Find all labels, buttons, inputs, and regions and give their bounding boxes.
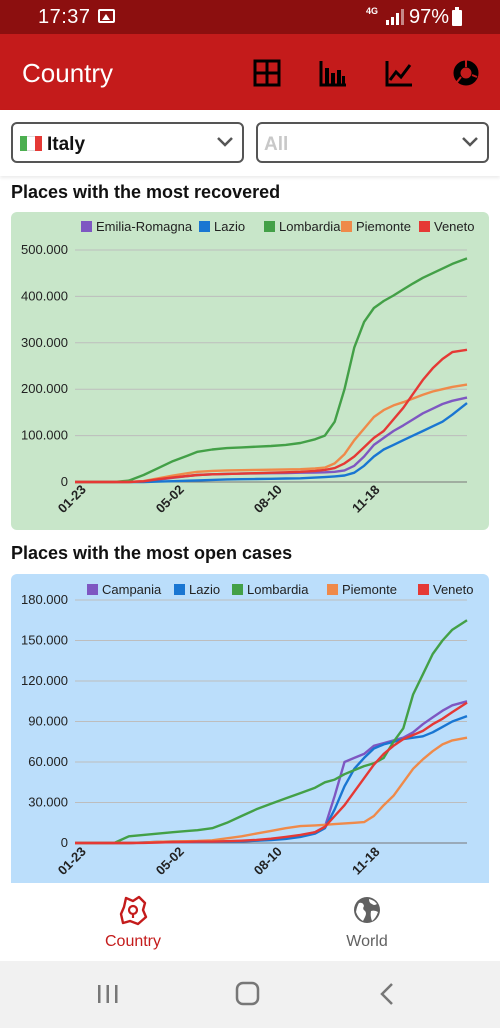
series-line-veneto [75,348,468,484]
nav-country[interactable]: Country [8,883,258,961]
legend-swatch [264,221,275,232]
country-map-icon [119,895,148,926]
chart-background [11,212,489,530]
recovered-section-title: Places with the most recovered [11,182,281,202]
bottom-navigation: Country World [0,883,500,961]
italy-flag-icon [20,136,42,151]
open-cases-section-title: Places with the most open cases [11,543,293,563]
y-tick-label: 400.000 [21,288,68,303]
filter-bar: Italy All [0,110,500,176]
line-chart-icon[interactable] [384,58,414,88]
legend-label: Lombardia [279,219,341,234]
chevron-down-icon [462,137,478,147]
legend-label: Campania [102,582,162,597]
y-tick-label: 180.000 [21,592,68,607]
country-value: Italy [47,134,86,155]
y-tick-label: 0 [61,474,68,489]
open-cases-chart: 180.000 150.000 120.000 90.000 60.000 30.000 0… [11,574,489,883]
nav-country-label: Country [104,933,162,950]
y-tick-label: 100.000 [21,428,68,443]
bar-chart-icon[interactable] [318,58,348,88]
y-tick-label: 0 [61,835,68,850]
y-tick-label: 90.000 [28,714,68,729]
nav-world[interactable]: World [242,883,492,961]
legend-swatch [419,221,430,232]
flag-stripe [20,136,28,151]
legend-swatch [418,584,429,595]
country-select[interactable]: Italy [11,122,244,163]
legend-swatch [199,221,210,232]
y-tick-label: 30.000 [28,795,68,810]
y-tick-label: 500.000 [21,242,68,257]
status-bar: 17:37 4G 97% [0,0,500,34]
y-tick-label: 60.000 [28,754,68,769]
network-type: 4G [366,6,379,16]
legend-label: Lazio [189,582,220,597]
legend-label: Lazio [214,219,245,234]
legend-label: Lombardia [247,582,309,597]
y-tick-label: 200.000 [21,381,68,396]
signal-icon [386,9,404,25]
recovered-chart: 500.000 400.000 300.000 200.000 100.000 0 01-2… [11,212,489,530]
chevron-down-icon [217,137,233,147]
legend-label: Veneto [434,219,475,234]
flag-stripe [34,136,42,151]
legend-label: Piemonte [356,219,411,234]
chart-background [11,574,489,883]
donut-chart-icon[interactable] [451,58,481,88]
series-line-lazio [75,402,468,484]
legend-label: Emilia-Romagna [96,219,193,234]
table-view-icon[interactable] [252,58,282,88]
legend-swatch [174,584,185,595]
legend-swatch [232,584,243,595]
series-line-veneto [75,701,468,845]
image-notification-icon [98,9,115,23]
globe-icon [354,897,380,923]
legend-swatch [327,584,338,595]
system-navigation [0,961,500,1028]
status-time: 17:37 [38,6,91,28]
legend-swatch [81,221,92,232]
back-icon[interactable] [377,979,397,1009]
flag-stripe [27,136,35,151]
region-select[interactable]: All [256,122,489,163]
y-tick-label: 150.000 [21,633,68,648]
app-bar: Country [0,34,500,110]
legend-label: Veneto [433,582,474,597]
open-cases-chart-svg: 180.000 150.000 120.000 90.000 60.000 30.000 0… [11,574,489,883]
region-placeholder: All [264,134,289,155]
home-icon[interactable] [235,979,261,1009]
recovered-chart-svg: 500.000400.000300.000200.000100.000001-2… [11,212,489,530]
page-title: Country [22,58,114,88]
y-tick-label: 120.000 [21,673,68,688]
legend-swatch [341,221,352,232]
legend-label: Piemonte [342,582,397,597]
legend-swatch [87,584,98,595]
y-tick-label: 300.000 [21,335,68,350]
series-line-lombardia [75,619,468,845]
nav-world-label: World [346,933,388,950]
battery-level: 97% [409,6,450,28]
series-line-lombardia [75,257,468,484]
recent-apps-icon[interactable] [96,979,120,1009]
battery-icon [452,7,462,26]
